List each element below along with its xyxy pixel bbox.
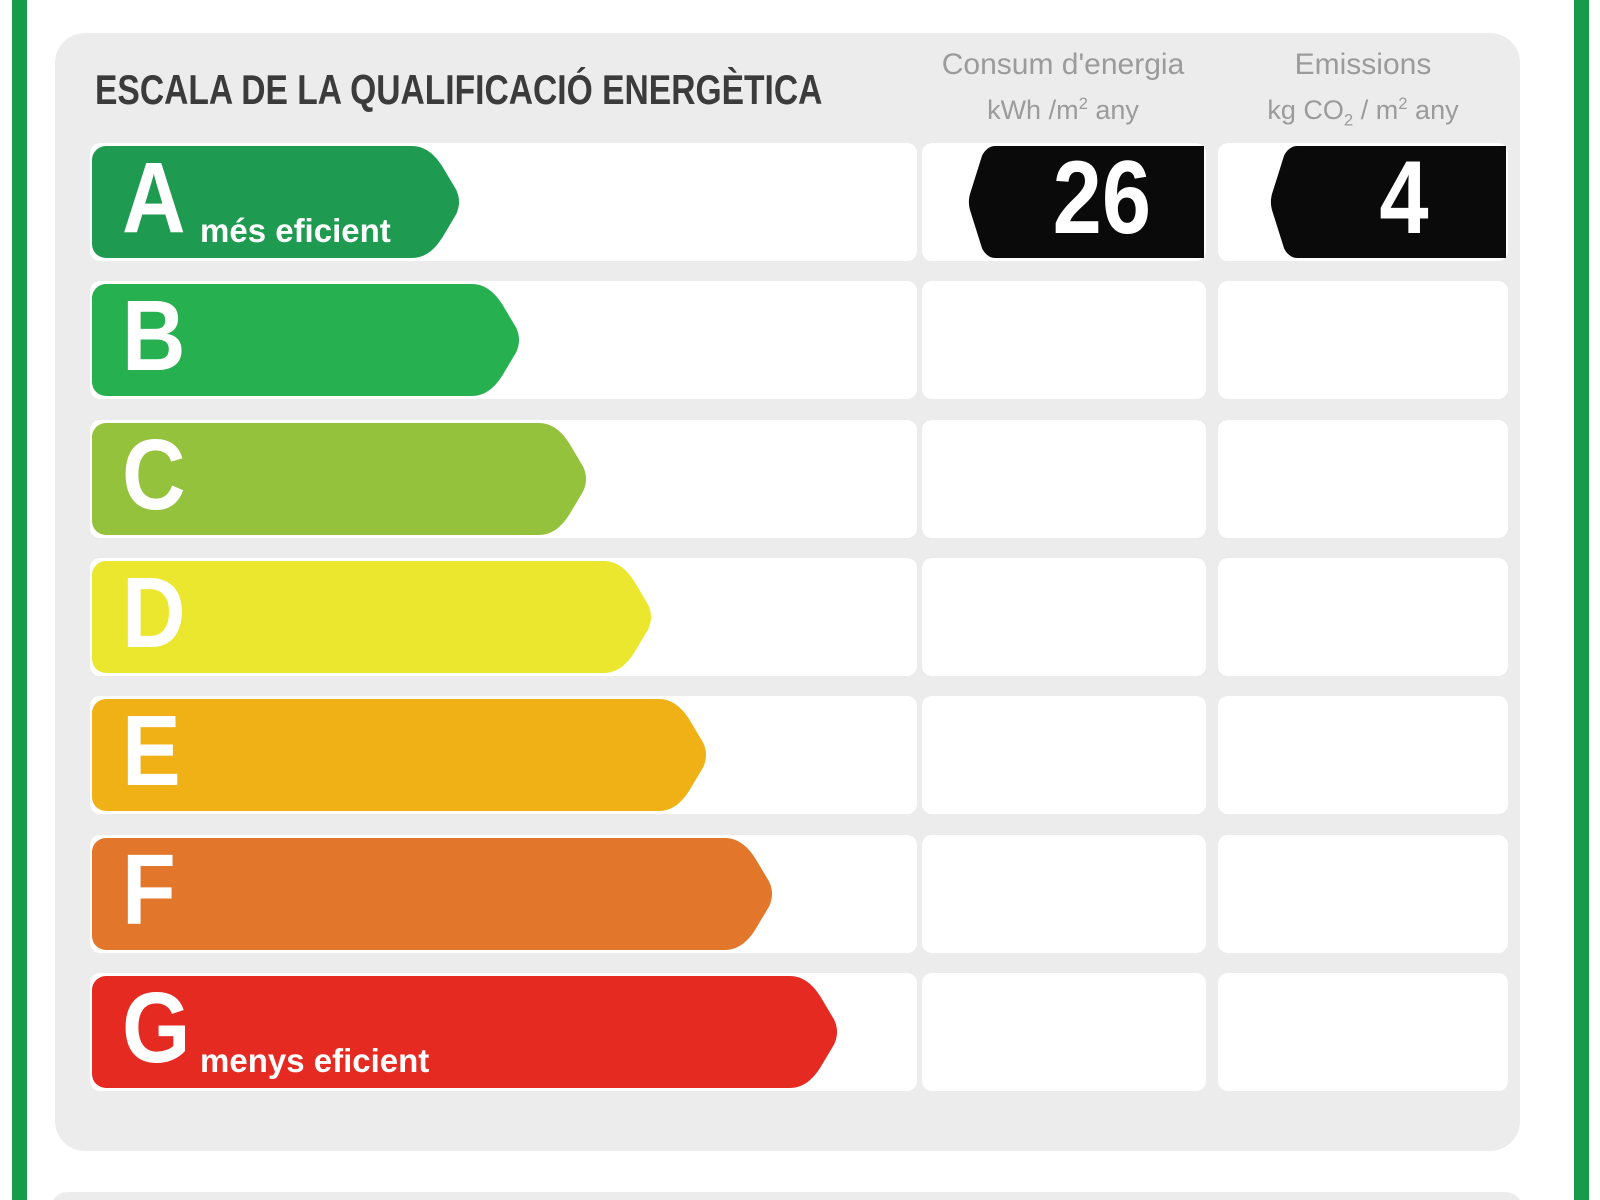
emissions-cell-g — [1218, 973, 1508, 1091]
badge-left-arrow-icon — [968, 146, 1001, 258]
rating-row-g: G menys eficient — [55, 973, 1520, 1091]
rating-letter-d: D — [122, 557, 186, 669]
arrow-tip-icon — [462, 284, 520, 396]
arrow-tip-icon — [779, 976, 837, 1088]
rating-letter-g: G — [122, 972, 191, 1084]
rating-row-d: D — [55, 558, 1520, 676]
consumption-cell-f — [922, 835, 1206, 953]
consumption-cell-a: 26 — [922, 143, 1206, 261]
rating-arrow-b: B — [92, 284, 520, 396]
emissions-cell-c — [1218, 420, 1508, 538]
scale-cell-d: D — [90, 558, 917, 676]
page-title: ESCALA DE LA QUALIFICACIÓ ENERGÈTICA — [95, 66, 823, 113]
arrow-tip-icon — [528, 423, 586, 535]
least-efficient-label: menys eficient — [200, 1042, 430, 1079]
consumption-column-unit: kWh /m2 any — [987, 94, 1139, 125]
rating-arrow-e-body: E — [92, 695, 651, 811]
consumption-cell-e — [922, 696, 1206, 814]
scale-cell-a: A més eficient — [90, 143, 917, 261]
rating-arrow-a-body: A més eficient — [92, 146, 403, 258]
emissions-column-header: Emissions kg CO2 / m2 any — [1203, 47, 1523, 135]
rating-arrow-d: D — [92, 561, 652, 673]
scale-cell-g: G menys eficient — [90, 973, 917, 1091]
emissions-badge-body: 4 — [1302, 146, 1506, 258]
badge-left-arrow-icon — [1270, 146, 1303, 258]
arrow-tip-icon — [593, 561, 651, 673]
emissions-cell-d — [1218, 558, 1508, 676]
rating-letter-b: B — [122, 280, 186, 392]
consumption-column-header: Consum d'energia kWh /m2 any — [903, 47, 1223, 125]
consumption-cell-c — [922, 420, 1206, 538]
arrow-tip-icon — [402, 146, 460, 258]
rating-arrow-g-body: G menys eficient — [92, 976, 781, 1088]
right-green-border — [1574, 0, 1589, 1200]
rating-arrow-c: C — [92, 423, 587, 535]
energy-rating-panel: ESCALA DE LA QUALIFICACIÓ ENERGÈTICA Con… — [55, 33, 1520, 1151]
rating-letter-c: C — [122, 419, 186, 531]
consumption-cell-b — [922, 281, 1206, 399]
rating-arrow-g: G menys eficient — [92, 976, 838, 1088]
rating-arrow-c-body: C — [92, 423, 530, 535]
emissions-cell-e — [1218, 696, 1508, 814]
emissions-column-unit: kg CO2 / m2 any — [1267, 94, 1459, 130]
emissions-value: 4 — [1379, 140, 1429, 256]
rating-row-c: C — [55, 420, 1520, 538]
rating-arrow-a: A més eficient — [92, 146, 460, 258]
rating-arrow-e: E — [92, 699, 707, 811]
emissions-cell-b — [1218, 281, 1508, 399]
emissions-column-title: Emissions — [1294, 48, 1432, 81]
arrow-tip-icon — [649, 699, 707, 811]
rating-row-b: B — [55, 281, 1520, 399]
most-efficient-label: més eficient — [200, 212, 391, 249]
rating-row-a: A més eficient 26 4 — [55, 143, 1520, 261]
rating-arrow-b-body: B — [92, 280, 464, 396]
rating-row-f: F — [55, 835, 1520, 953]
emissions-cell-f — [1218, 835, 1508, 953]
rating-letter-f: F — [122, 834, 176, 946]
consumption-cell-g — [922, 973, 1206, 1091]
rating-arrow-d-body: D — [92, 561, 595, 673]
scale-cell-b: B — [90, 281, 917, 399]
emissions-cell-a: 4 — [1218, 143, 1508, 261]
scale-cell-f: F — [90, 835, 917, 953]
scale-cell-c: C — [90, 420, 917, 538]
scale-cell-e: E — [90, 696, 917, 814]
left-green-border — [12, 0, 27, 1200]
consumption-cell-d — [922, 558, 1206, 676]
rating-arrow-f: F — [92, 838, 773, 950]
consumption-value: 26 — [1052, 140, 1152, 256]
rating-letter-e: E — [122, 695, 181, 807]
consumption-badge-body: 26 — [1000, 146, 1204, 258]
arrow-tip-icon — [714, 838, 772, 950]
consumption-column-title: Consum d'energia — [941, 48, 1185, 81]
rating-arrow-f-body: F — [92, 838, 716, 950]
rating-row-e: E — [55, 696, 1520, 814]
emissions-value-badge: 4 — [1269, 146, 1506, 258]
next-section-panel-edge — [50, 1192, 1523, 1200]
rating-letter-a: A — [122, 142, 186, 254]
consumption-value-badge: 26 — [967, 146, 1204, 258]
